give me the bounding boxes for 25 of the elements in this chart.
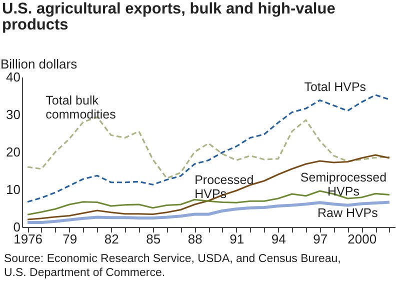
x-tick-label: 82 <box>104 232 119 246</box>
series-label: Processed HVPs <box>194 173 254 202</box>
chart-title: U.S. agricultural exports, bulk and high-value products <box>2 0 336 34</box>
line-series <box>26 200 391 224</box>
line-series <box>26 94 390 203</box>
y-tick-label: 30 <box>6 107 20 122</box>
x-tick-label: 91 <box>230 232 244 246</box>
y-axis-title: Billion dollars <box>0 56 78 72</box>
y-tick-label: 40 <box>6 70 20 84</box>
y-tick-label: 20 <box>6 144 20 160</box>
x-tick-label: 79 <box>62 232 78 246</box>
x-tick-label: 97 <box>313 232 328 246</box>
x-tick-label: 88 <box>188 232 202 246</box>
x-tick-label: 94 <box>271 232 286 246</box>
series-label: Total HVPs <box>304 80 366 94</box>
series-label: Raw HVPs <box>317 206 378 220</box>
x-tick-label: 2000 <box>348 232 377 246</box>
x-tick-label: 85 <box>146 232 161 246</box>
y-tick-label: 10 <box>6 182 20 197</box>
y-tick-label: 0 <box>13 220 20 234</box>
source-note: Source: Economic Research Service, USDA, and Census Bureau, U.S. Department of Commerce. <box>4 253 341 279</box>
series-label: Total bulk commodities <box>46 94 116 122</box>
line-series <box>26 154 390 220</box>
series-label: Semiprocessed HVPs <box>300 170 387 198</box>
x-tick-label: 1976 <box>14 232 43 246</box>
